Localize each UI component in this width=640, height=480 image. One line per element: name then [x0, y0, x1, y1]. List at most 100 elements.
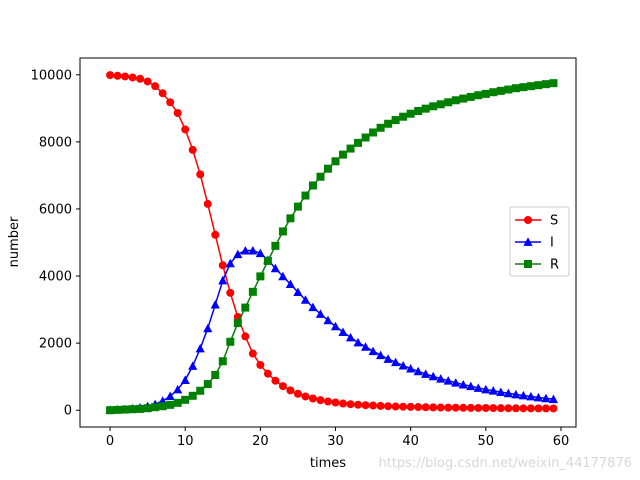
data-point-R [436, 100, 445, 109]
data-point-I [473, 383, 483, 392]
data-point-S [331, 398, 340, 407]
data-point-R [369, 128, 378, 137]
data-point-I [248, 245, 258, 255]
data-point-S [429, 403, 438, 412]
data-point-S [188, 145, 197, 154]
data-point-I [436, 374, 446, 383]
data-point-S [196, 170, 205, 179]
data-point-R [181, 395, 190, 404]
data-point-S [308, 394, 317, 403]
data-point-S [519, 404, 528, 413]
data-point-I [218, 275, 228, 285]
data-point-R [256, 272, 265, 281]
plot-area-frame [79, 57, 577, 428]
data-point-R [466, 92, 475, 101]
legend-entry-I: I [515, 236, 554, 251]
data-point-I [481, 384, 491, 394]
y-axis-label: number [7, 216, 22, 267]
data-point-I [360, 342, 371, 351]
data-point-R [534, 81, 543, 90]
x-axis-ticks: 0 10 20 30 40 50 60 [106, 427, 569, 449]
data-point-S [324, 397, 332, 406]
data-point-I [518, 390, 528, 400]
data-point-S [511, 404, 520, 413]
data-point-S [271, 376, 280, 385]
data-point-I [270, 263, 280, 273]
data-point-R [391, 116, 400, 125]
legend-marker [524, 216, 532, 224]
data-point-R [444, 98, 453, 107]
data-point-I [353, 337, 363, 347]
data-point-S [406, 402, 415, 411]
data-point-I [300, 295, 311, 304]
data-point-R [316, 172, 325, 181]
data-point-R [293, 202, 302, 211]
x-axis-label: times [310, 456, 346, 471]
data-point-S [421, 403, 430, 412]
data-point-S [346, 400, 355, 409]
data-point-S [121, 72, 130, 81]
data-point-S [361, 401, 370, 410]
data-point-S [226, 288, 235, 297]
data-point-I [458, 379, 468, 389]
data-point-I [526, 391, 536, 401]
data-point-R [406, 109, 415, 118]
data-point-S [203, 199, 212, 208]
data-point-R [496, 86, 505, 95]
data-point-I [255, 248, 265, 258]
data-point-R [286, 214, 295, 223]
data-point-S [489, 404, 498, 413]
data-point-I [278, 271, 288, 281]
y-tick-label: 0 [64, 404, 72, 419]
data-point-S [301, 392, 310, 401]
data-point-I [503, 388, 513, 398]
data-point-R [511, 84, 520, 93]
x-tick-label: 60 [553, 434, 570, 449]
data-point-S [459, 403, 468, 412]
x-tick-label: 0 [106, 434, 114, 449]
data-point-S [369, 401, 378, 410]
data-point-R [541, 80, 550, 89]
data-point-R [421, 104, 430, 113]
y-axis-ticks: 0 2000 4000 6000 8000 10000 [31, 68, 80, 419]
data-point-R [233, 319, 242, 328]
data-point-I [173, 384, 183, 394]
data-point-S [128, 73, 137, 82]
data-point-R [203, 380, 212, 389]
data-point-S [504, 404, 513, 413]
data-point-R [361, 133, 370, 142]
data-point-S [391, 402, 400, 411]
data-point-S [218, 261, 227, 270]
data-point-I [345, 332, 356, 342]
data-point-I [180, 375, 190, 384]
legend: SIR [509, 206, 570, 277]
data-point-I [330, 321, 341, 331]
data-point-S [414, 403, 423, 412]
data-point-I [240, 245, 250, 255]
legend-entry-S: S [515, 214, 558, 229]
data-point-I [383, 354, 393, 363]
series-I [105, 245, 559, 414]
y-tick-label: 6000 [39, 202, 72, 217]
data-point-I [428, 371, 438, 381]
data-point-R [324, 164, 332, 173]
y-tick-label: 8000 [39, 135, 72, 150]
data-point-R [346, 144, 355, 153]
data-point-I [285, 279, 296, 289]
data-point-S [399, 402, 408, 411]
data-point-R [106, 406, 115, 415]
data-point-R [211, 371, 220, 380]
data-point-R [384, 119, 393, 128]
data-point-S [166, 98, 175, 107]
data-point-R [339, 150, 348, 159]
data-point-I [210, 299, 220, 309]
x-tick-label: 10 [177, 434, 194, 449]
data-point-R [474, 91, 483, 100]
series-R [106, 79, 558, 415]
data-point-S [181, 125, 190, 134]
data-point-S [316, 396, 325, 405]
data-point-S [106, 71, 115, 80]
data-point-S [526, 404, 535, 413]
data-point-R [308, 181, 317, 190]
data-point-R [504, 85, 513, 94]
